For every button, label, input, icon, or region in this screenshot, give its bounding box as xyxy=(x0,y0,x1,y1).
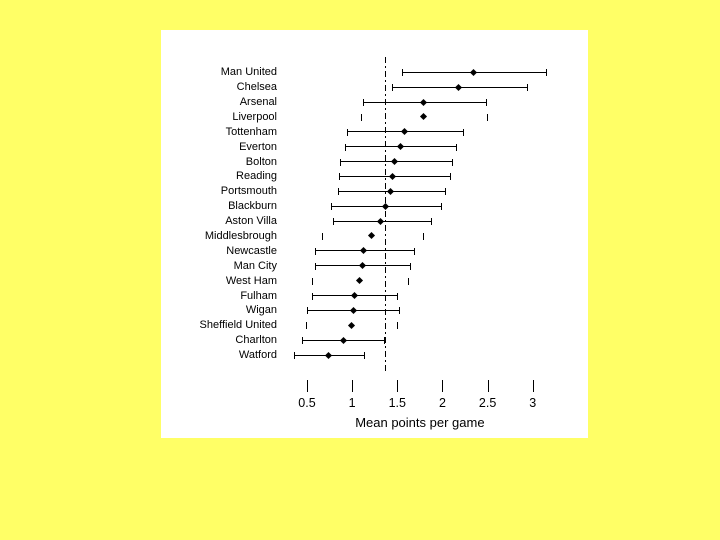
error-bar-cap-low xyxy=(338,173,340,181)
error-bar-cap-low xyxy=(362,99,364,107)
team-label: Man United xyxy=(220,66,277,79)
error-bar-cap-high xyxy=(397,322,399,330)
error-bar-cap-low xyxy=(401,69,403,77)
mean-dot xyxy=(391,158,399,166)
error-bar-cap-high xyxy=(399,307,401,315)
team-label: Wigan xyxy=(245,304,277,317)
team-label: Watford xyxy=(238,349,277,362)
team-label: Fulham xyxy=(240,289,277,302)
error-bar-cap-high xyxy=(449,173,451,181)
team-label: Chelsea xyxy=(236,81,277,94)
x-axis-tick-label: 2.5 xyxy=(478,396,497,410)
error-bar-cap-low xyxy=(339,158,341,166)
team-label: West Ham xyxy=(225,274,277,287)
error-bar-cap-low xyxy=(307,307,308,315)
team-label: Arsenal xyxy=(239,96,277,109)
team-label: Everton xyxy=(239,140,277,153)
team-label: Reading xyxy=(236,170,277,183)
x-axis-title: Mean points per game xyxy=(355,415,485,430)
mean-dot xyxy=(360,247,368,255)
error-bar-cap-low xyxy=(344,143,346,151)
x-axis-tick-label: 3 xyxy=(529,396,537,410)
mean-dot xyxy=(396,143,404,151)
team-label: Middlesbrough xyxy=(204,229,277,242)
team-label: Portsmouth xyxy=(220,185,277,198)
mean-dot xyxy=(376,217,384,225)
error-bar-cap-high xyxy=(409,262,411,270)
team-label: Man City xyxy=(233,259,277,272)
error-bar-cap-low xyxy=(337,188,339,196)
mean-dot xyxy=(351,291,359,300)
team-label: Bolton xyxy=(245,155,277,168)
error-bar-cap-low xyxy=(301,337,303,345)
mean-dot xyxy=(400,128,409,136)
x-axis-tick xyxy=(532,380,534,392)
error-bar-cap-low xyxy=(315,262,317,270)
error-bar-cap-high xyxy=(486,113,488,121)
error-bar-cap-high xyxy=(452,158,454,166)
mean-dot xyxy=(339,336,347,344)
x-axis-tick-label: 1 xyxy=(348,396,356,410)
error-bar-cap-low xyxy=(312,292,314,300)
error-bar-cap-high xyxy=(397,292,399,300)
error-bar-cap-low xyxy=(315,247,317,255)
error-bar-cap-high xyxy=(527,84,529,92)
error-bar-cap-low xyxy=(361,113,363,121)
error-bar-cap-high xyxy=(363,352,365,360)
team-label: Liverpool xyxy=(232,110,277,123)
mean-dot xyxy=(419,98,428,106)
mean-dot xyxy=(382,202,390,210)
x-axis-tick xyxy=(442,380,444,392)
error-bar-cap-low xyxy=(346,128,348,136)
error-bar-cap-high xyxy=(455,143,457,151)
team-label: Sheffield United xyxy=(199,319,277,332)
mean-dot xyxy=(419,113,428,121)
mean-dot xyxy=(469,68,477,76)
x-axis-tick xyxy=(487,380,489,392)
plot-area: Mean points per game Man United Chelsea Ar… xyxy=(161,30,588,438)
error-bar-cap-low xyxy=(333,218,335,226)
team-label: Blackburn xyxy=(228,200,277,213)
error-bar-cap-high xyxy=(383,337,385,345)
error-bar-cap-low xyxy=(306,322,308,330)
x-axis-tick-label: 1.5 xyxy=(388,396,406,410)
error-bar-cap-high xyxy=(440,203,442,211)
x-axis-tick-label: 0.5 xyxy=(298,396,316,410)
mean-dot xyxy=(389,172,397,180)
reference-line xyxy=(385,57,387,373)
mean-dot xyxy=(355,277,363,285)
error-bar-cap-high xyxy=(408,277,410,285)
error-bar-cap-high xyxy=(413,247,415,255)
error-bar-cap-high xyxy=(430,218,432,226)
mean-dot xyxy=(325,351,333,359)
error-bar-cap-low xyxy=(322,232,324,240)
mean-dot xyxy=(347,321,355,329)
team-label: Newcastle xyxy=(226,244,277,257)
x-axis-tick-label: 2 xyxy=(438,396,446,410)
x-axis-tick xyxy=(307,380,308,392)
chart-panel: Mean points per game Man United Chelsea Ar… xyxy=(161,30,588,438)
error-bar-cap-high xyxy=(485,99,487,107)
mean-dot xyxy=(455,83,463,91)
team-label: Charlton xyxy=(235,334,277,347)
team-label: Tottenham xyxy=(225,125,277,138)
error-bar-cap-low xyxy=(331,203,333,211)
mean-dot xyxy=(358,262,366,270)
error-bar-cap-low xyxy=(391,84,393,92)
mean-dot xyxy=(367,232,375,240)
error-bar-cap-low xyxy=(311,277,313,285)
x-axis-tick xyxy=(352,380,354,392)
error-bar-cap-high xyxy=(422,232,424,240)
error-bar-cap-low xyxy=(294,352,296,360)
error-bar-cap-high xyxy=(445,188,447,196)
mean-dot xyxy=(349,306,357,314)
mean-dot xyxy=(386,187,394,195)
team-label: Aston Villa xyxy=(225,215,277,228)
error-bar-cap-high xyxy=(463,128,465,136)
x-axis-tick xyxy=(397,380,399,392)
error-bar-cap-high xyxy=(546,69,548,77)
